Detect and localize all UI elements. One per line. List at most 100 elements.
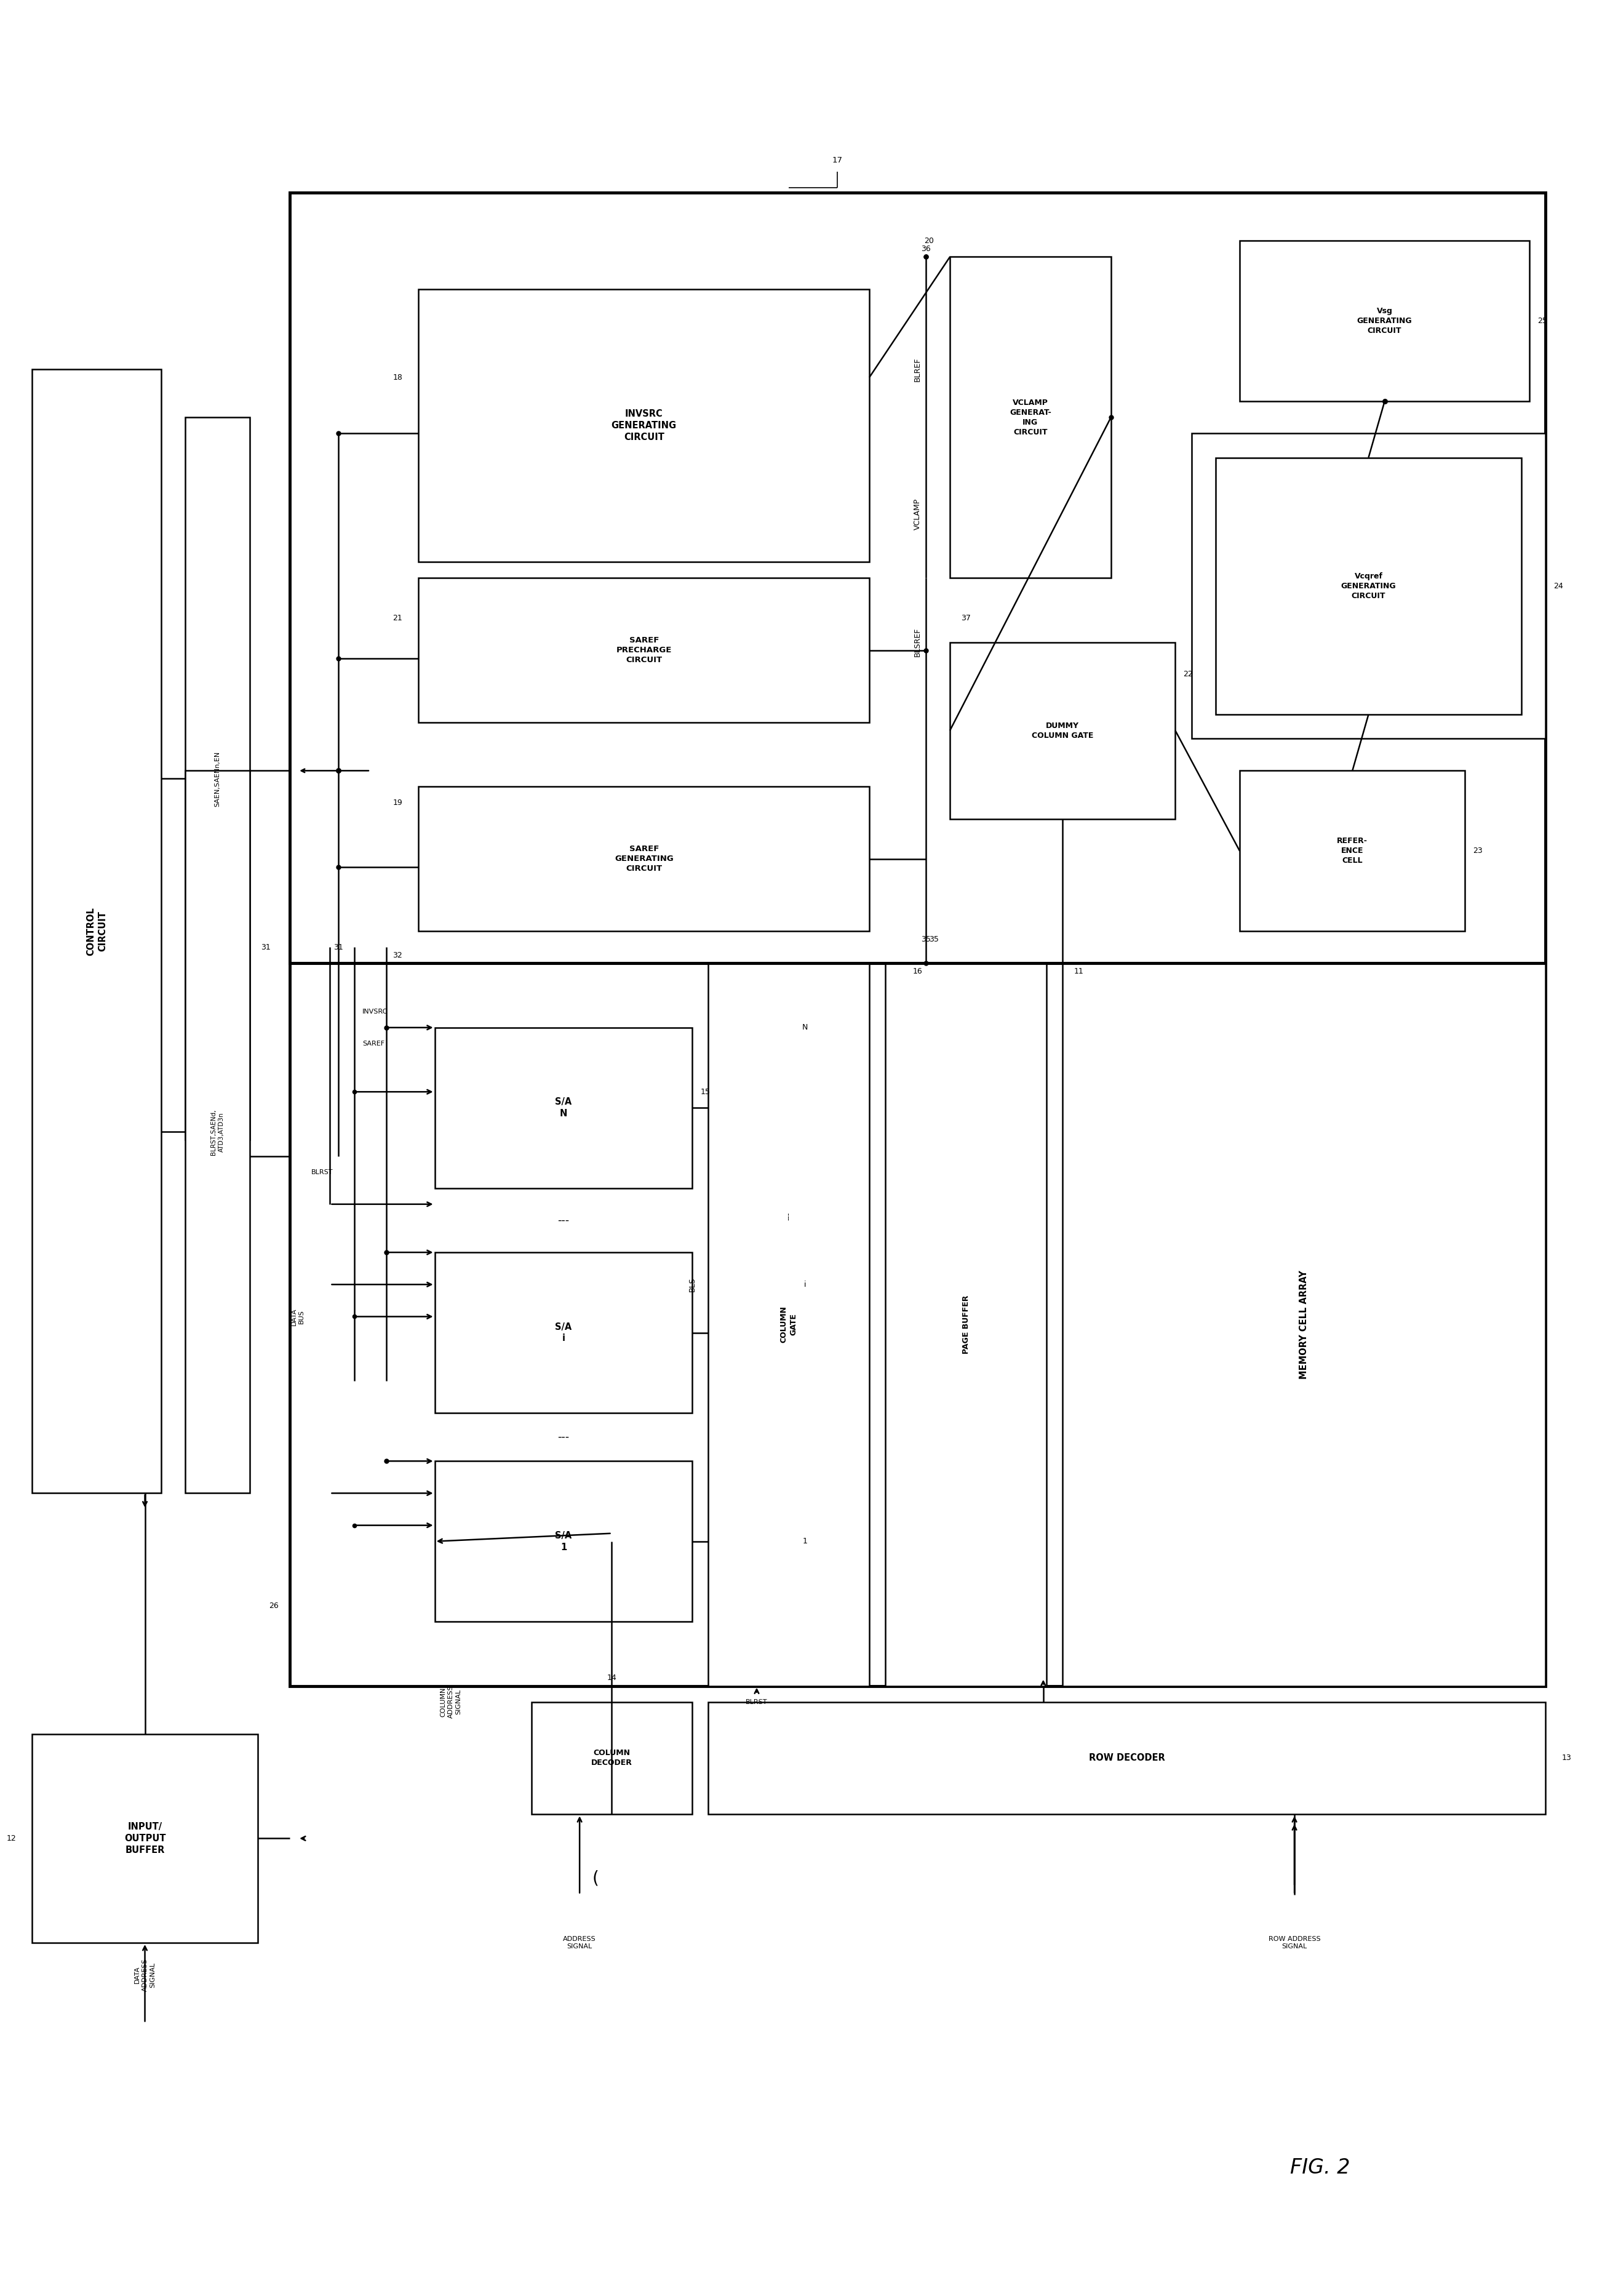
Text: S/A
N: S/A N <box>555 1097 572 1118</box>
Point <box>325 753 351 790</box>
Bar <box>185 418 250 1141</box>
Text: 16: 16 <box>913 967 923 976</box>
Bar <box>290 193 1546 964</box>
Text: BLSREF: BLSREF <box>914 627 921 657</box>
Text: DATA
ADDRESS
SIGNAL: DATA ADDRESS SIGNAL <box>134 1958 156 1991</box>
Bar <box>950 257 1111 579</box>
Point <box>374 1442 399 1479</box>
Text: (: ( <box>592 1869 599 1887</box>
Text: COLUMN
DECODER: COLUMN DECODER <box>591 1750 633 1768</box>
Text: 17: 17 <box>832 156 842 165</box>
Bar <box>708 1701 1546 1814</box>
Text: BLS: BLS <box>689 1277 696 1293</box>
Text: DATA
BUS: DATA BUS <box>291 1309 304 1325</box>
Bar <box>290 193 1546 1685</box>
Bar <box>32 370 161 1492</box>
Text: 18: 18 <box>393 374 402 381</box>
Text: 37: 37 <box>961 613 971 622</box>
Text: INVSRC: INVSRC <box>362 1008 388 1015</box>
Bar <box>708 964 869 1685</box>
Point <box>913 239 939 276</box>
Text: ---: --- <box>557 1215 570 1226</box>
Point <box>1372 383 1397 420</box>
Text: INVSRC
GENERATING
CIRCUIT: INVSRC GENERATING CIRCUIT <box>612 409 676 441</box>
Point <box>913 631 939 668</box>
Text: VCLAMP
GENERAT-
ING
CIRCUIT: VCLAMP GENERAT- ING CIRCUIT <box>1009 400 1051 436</box>
Text: 11: 11 <box>1074 967 1084 976</box>
Text: 12: 12 <box>6 1835 16 1841</box>
Text: 31: 31 <box>333 944 343 951</box>
Text: REFER-
ENCE
CELL: REFER- ENCE CELL <box>1336 838 1368 866</box>
Text: CONTROL
CIRCUIT: CONTROL CIRCUIT <box>87 907 106 955</box>
Text: 36: 36 <box>921 246 931 253</box>
Text: 19: 19 <box>393 799 402 806</box>
Text: 21: 21 <box>393 613 402 622</box>
Text: COLUMN
GATE: COLUMN GATE <box>779 1306 799 1343</box>
Text: ROW DECODER: ROW DECODER <box>1088 1754 1166 1763</box>
Text: 24: 24 <box>1554 583 1563 590</box>
Text: SAREF
PRECHARGE
CIRCUIT: SAREF PRECHARGE CIRCUIT <box>617 636 671 664</box>
Bar <box>886 964 1046 1685</box>
Text: SAREF: SAREF <box>362 1040 385 1047</box>
Bar <box>531 1701 692 1814</box>
Text: DUMMY
COLUMN GATE: DUMMY COLUMN GATE <box>1032 721 1093 739</box>
Point <box>374 1233 399 1270</box>
Point <box>325 416 351 452</box>
Text: S/A
1: S/A 1 <box>555 1531 572 1552</box>
Text: 1: 1 <box>802 1538 808 1545</box>
Bar <box>419 579 869 723</box>
Text: COLUMN
ADDRESS
SIGNAL: COLUMN ADDRESS SIGNAL <box>440 1685 462 1717</box>
Text: VCLAMP: VCLAMP <box>914 498 921 530</box>
Point <box>325 850 351 886</box>
Bar <box>1240 771 1465 932</box>
Text: 23: 23 <box>1473 847 1483 854</box>
Text: 20: 20 <box>924 236 934 246</box>
Text: MEMORY CELL ARRAY: MEMORY CELL ARRAY <box>1299 1270 1309 1380</box>
Text: BLRST,SAENd,
ATD3,ATD3n: BLRST,SAENd, ATD3,ATD3n <box>211 1109 224 1155</box>
Bar <box>32 1733 258 1942</box>
Point <box>913 946 939 983</box>
Text: BLRST: BLRST <box>311 1169 333 1176</box>
Bar <box>419 289 869 563</box>
Text: 32: 32 <box>393 951 402 960</box>
Text: INPUT/
OUTPUT
BUFFER: INPUT/ OUTPUT BUFFER <box>124 1823 166 1855</box>
Point <box>341 1506 367 1543</box>
Point <box>341 1075 367 1111</box>
Bar <box>1240 241 1530 402</box>
Text: ROW ADDRESS
SIGNAL: ROW ADDRESS SIGNAL <box>1269 1936 1320 1949</box>
Text: SAREF
GENERATING
CIRCUIT: SAREF GENERATING CIRCUIT <box>615 845 673 872</box>
Text: Vcqref
GENERATING
CIRCUIT: Vcqref GENERATING CIRCUIT <box>1341 572 1396 599</box>
Text: S/A
i: S/A i <box>555 1322 572 1343</box>
Text: 35: 35 <box>929 934 939 944</box>
Bar <box>435 1029 692 1187</box>
Bar <box>950 643 1175 820</box>
Text: 15: 15 <box>700 1088 710 1095</box>
Bar <box>419 788 869 932</box>
Text: Vsg
GENERATING
CIRCUIT: Vsg GENERATING CIRCUIT <box>1357 308 1412 335</box>
Text: 13: 13 <box>1562 1754 1571 1761</box>
Bar <box>185 771 250 1492</box>
Text: 14: 14 <box>607 1674 617 1683</box>
Bar <box>1063 964 1546 1685</box>
Text: N: N <box>802 1024 808 1031</box>
Text: ---: --- <box>557 1430 570 1442</box>
Bar <box>435 1460 692 1621</box>
Text: 31: 31 <box>261 944 270 951</box>
Point <box>341 1297 367 1334</box>
Point <box>913 239 939 276</box>
Point <box>374 1010 399 1047</box>
Text: ---: --- <box>786 1212 792 1221</box>
Point <box>1098 400 1124 436</box>
Text: SAEN,SAENn,EN: SAEN,SAENn,EN <box>214 751 221 806</box>
Text: PAGE BUFFER: PAGE BUFFER <box>963 1295 969 1355</box>
Bar <box>435 1251 692 1412</box>
Text: 22: 22 <box>1183 670 1193 677</box>
Text: 26: 26 <box>269 1603 279 1609</box>
Text: i: i <box>803 1281 807 1288</box>
Text: 35: 35 <box>921 934 931 944</box>
Text: 25: 25 <box>1538 317 1547 326</box>
Text: FIG. 2: FIG. 2 <box>1290 2158 1351 2177</box>
Text: ADDRESS
SIGNAL: ADDRESS SIGNAL <box>564 1936 596 1949</box>
Text: BLRST: BLRST <box>745 1699 768 1706</box>
Text: BLREF: BLREF <box>914 358 921 381</box>
